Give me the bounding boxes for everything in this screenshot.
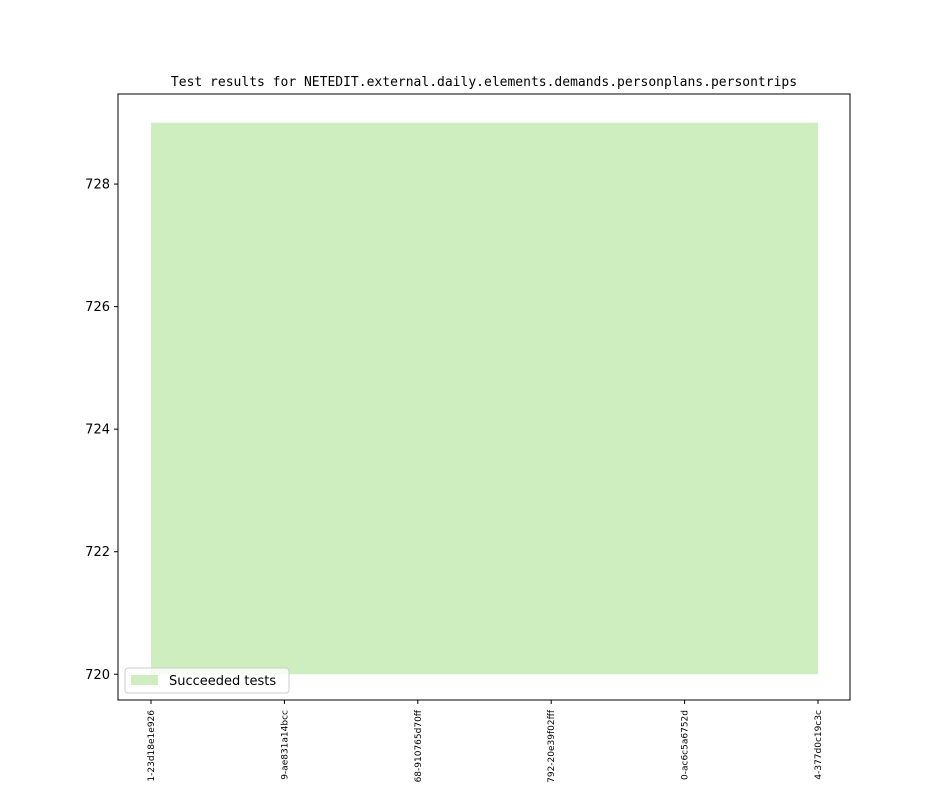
axes-frame bbox=[117, 93, 851, 701]
x-tick-label-0: 1-23d18e1e926 bbox=[147, 710, 157, 782]
y-tick-label-4: 728 bbox=[85, 178, 110, 193]
x-tick-label-5: 4-377d0c19c3c bbox=[814, 710, 824, 780]
x-tick-label-2: 68-910765d70ff bbox=[414, 709, 424, 782]
y-tick-label-1: 722 bbox=[85, 545, 110, 560]
x-tick-label-3: 792-20e39f02fff bbox=[547, 709, 557, 783]
x-tick-label-1: 9-ae831a14bcc bbox=[280, 710, 290, 780]
area-series-0 bbox=[151, 122, 818, 675]
legend-box bbox=[124, 667, 290, 694]
y-tick-label-2: 724 bbox=[85, 423, 110, 438]
y-tick-label-3: 726 bbox=[85, 300, 110, 315]
x-tick-label-4: 0-ac6c5a6752d bbox=[681, 710, 691, 780]
legend: Succeeded tests bbox=[124, 667, 290, 694]
legend-swatch bbox=[131, 675, 158, 685]
legend-label: Succeeded tests bbox=[169, 674, 276, 689]
y-tick-label-0: 720 bbox=[85, 668, 110, 683]
chart-title: Test results for NETEDIT.external.daily.… bbox=[171, 75, 797, 90]
